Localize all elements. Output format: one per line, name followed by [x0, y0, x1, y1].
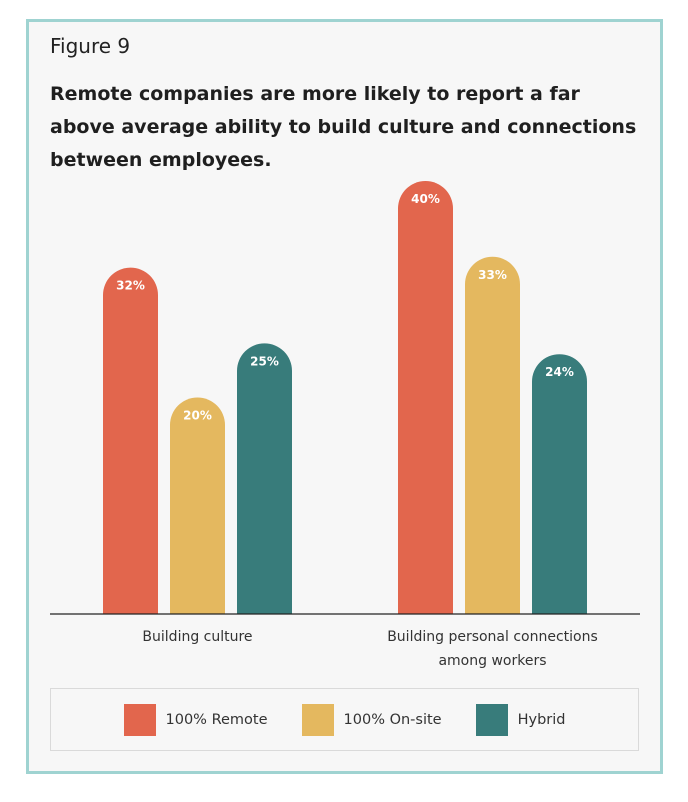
legend: 100% Remote 100% On-site Hybrid — [50, 688, 639, 751]
category-label-1-line-1: among workers — [438, 653, 546, 669]
figure-label: Figure 9 — [50, 34, 131, 58]
legend-item-hybrid: Hybrid — [475, 703, 566, 736]
bar-hybrid-0 — [237, 343, 292, 614]
legend-swatch-remote — [123, 703, 156, 736]
bar-hybrid-1 — [532, 354, 587, 614]
bar-onsite-0 — [170, 397, 225, 614]
legend-label-remote: 100% Remote — [165, 711, 268, 728]
legend-item-remote: 100% Remote — [123, 703, 268, 736]
bar-remote-0 — [103, 267, 158, 614]
bar-remote-1 — [398, 181, 453, 614]
data-label-onsite-0: 20% — [183, 409, 212, 423]
legend-label-onsite: 100% On-site — [343, 711, 442, 728]
category-label-0-line-0: Building culture — [142, 629, 252, 645]
legend-swatch-onsite — [301, 703, 334, 736]
data-label-hybrid-1: 24% — [545, 365, 574, 379]
chart-title: Remote companies are more likely to repo… — [50, 83, 637, 171]
data-label-remote-0: 32% — [116, 279, 145, 293]
legend-item-onsite: 100% On-site — [301, 703, 442, 736]
category-label-1-line-0: Building personal connections — [387, 629, 598, 645]
data-label-remote-1: 40% — [411, 192, 440, 206]
data-label-onsite-1: 33% — [478, 268, 507, 282]
legend-swatch-hybrid — [475, 703, 508, 736]
bar-onsite-1 — [465, 256, 520, 614]
legend-label-hybrid: Hybrid — [517, 711, 566, 728]
data-label-hybrid-0: 25% — [250, 354, 279, 368]
